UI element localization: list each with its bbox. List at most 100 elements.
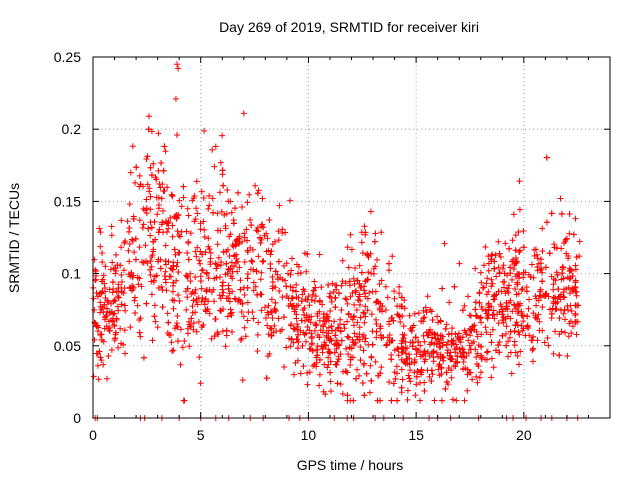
data-point <box>126 240 133 247</box>
data-point <box>118 289 125 296</box>
data-point <box>162 276 169 283</box>
data-point <box>356 301 363 308</box>
data-point <box>576 253 583 260</box>
data-point <box>203 288 210 295</box>
data-point <box>147 206 154 213</box>
x-tick-label: 20 <box>516 427 532 443</box>
data-point <box>520 269 527 276</box>
data-point <box>223 260 230 267</box>
data-point <box>136 217 143 224</box>
data-point <box>190 320 197 327</box>
data-point <box>90 373 97 380</box>
data-point <box>276 288 283 295</box>
data-point <box>240 313 247 320</box>
data-point <box>300 286 307 293</box>
data-point <box>439 342 446 349</box>
data-point <box>566 230 573 237</box>
chart-title: Day 269 of 2019, SRMTID for receiver kir… <box>219 19 479 35</box>
data-point <box>289 302 296 309</box>
data-point <box>305 293 312 300</box>
data-point <box>438 371 445 378</box>
data-point <box>561 329 568 336</box>
data-point <box>386 318 393 325</box>
data-point <box>247 244 254 251</box>
data-point <box>151 313 158 320</box>
data-point <box>377 325 384 332</box>
data-point <box>395 346 402 353</box>
data-point <box>483 291 490 298</box>
data-point <box>175 249 182 256</box>
data-point <box>549 305 556 312</box>
data-point <box>105 352 112 359</box>
data-point <box>482 324 489 331</box>
data-point <box>377 332 384 339</box>
data-point <box>488 256 495 263</box>
data-point <box>356 280 363 287</box>
data-point <box>287 197 294 204</box>
data-point <box>145 225 152 232</box>
data-point <box>210 209 217 216</box>
data-point <box>356 324 363 331</box>
data-point <box>551 244 558 251</box>
data-point <box>252 182 259 189</box>
data-point <box>92 268 99 275</box>
data-point <box>220 289 227 296</box>
data-point <box>476 299 483 306</box>
data-point <box>304 251 311 258</box>
data-point <box>220 249 227 256</box>
data-point <box>368 311 375 318</box>
data-point <box>137 333 144 340</box>
data-point <box>195 318 202 325</box>
data-point <box>521 312 528 319</box>
data-point <box>560 275 567 282</box>
data-point <box>113 267 120 274</box>
data-point <box>224 270 231 277</box>
data-point <box>472 265 479 272</box>
data-point <box>118 340 125 347</box>
data-point <box>334 358 341 365</box>
data-point <box>529 347 536 354</box>
data-point <box>154 211 161 218</box>
data-point <box>391 369 398 376</box>
data-point <box>155 205 162 212</box>
data-point <box>234 236 241 243</box>
data-point <box>350 314 357 321</box>
data-point <box>566 320 573 327</box>
data-point <box>227 265 234 272</box>
data-point <box>287 343 294 350</box>
data-point <box>294 345 301 352</box>
data-point <box>280 314 287 321</box>
data-point <box>146 185 153 192</box>
data-point <box>572 215 579 222</box>
data-point <box>249 258 256 265</box>
data-point <box>472 299 479 306</box>
data-point <box>297 269 304 276</box>
data-point <box>126 225 133 232</box>
data-point <box>344 392 351 399</box>
data-point <box>505 338 512 345</box>
data-point <box>132 179 139 186</box>
data-point <box>553 269 560 276</box>
data-point <box>539 225 546 232</box>
data-point <box>115 307 122 314</box>
data-point <box>370 270 377 277</box>
y-axis-label: SRMTID / TECUs <box>6 183 22 293</box>
data-point <box>272 299 279 306</box>
data-point <box>91 336 98 343</box>
data-point <box>255 187 262 194</box>
data-point <box>417 349 424 356</box>
data-point <box>326 348 333 355</box>
data-point <box>232 296 239 303</box>
data-point <box>389 337 396 344</box>
data-point <box>525 305 532 312</box>
data-point <box>347 362 354 369</box>
data-point <box>185 212 192 219</box>
data-point <box>520 227 527 234</box>
data-point <box>360 309 367 316</box>
data-point <box>289 295 296 302</box>
data-point <box>90 295 97 302</box>
data-point <box>401 305 408 312</box>
data-point <box>117 325 124 332</box>
data-point <box>361 287 368 294</box>
data-point <box>370 265 377 272</box>
